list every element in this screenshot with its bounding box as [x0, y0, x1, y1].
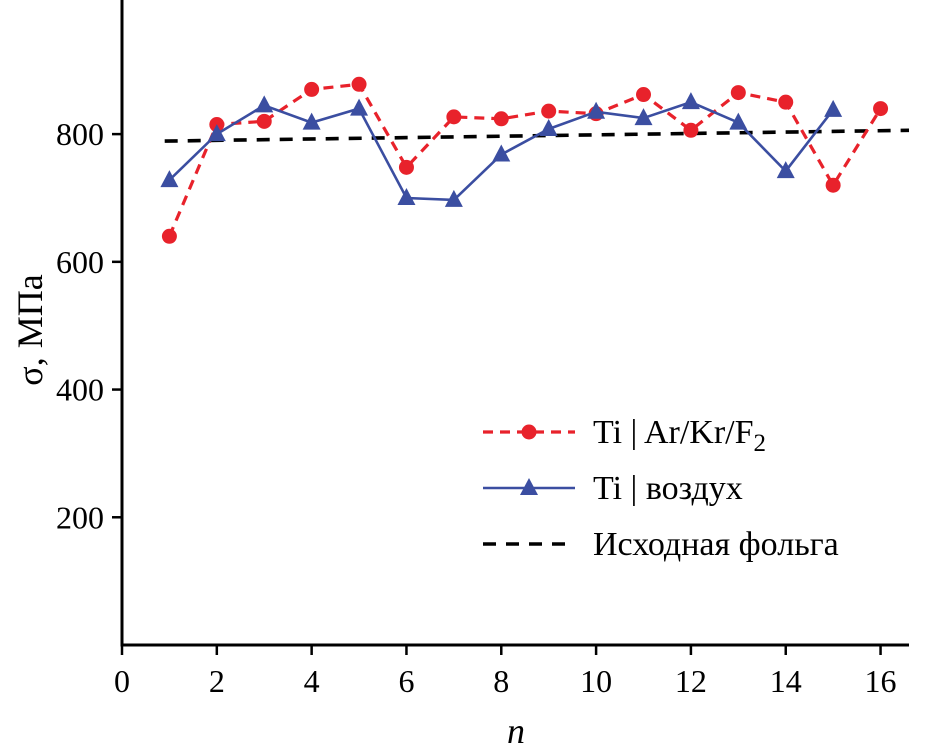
data-point-circle	[493, 111, 509, 127]
x-tick-label: 8	[493, 663, 509, 699]
data-point-circle	[873, 101, 889, 117]
series-line-0	[167, 82, 882, 237]
legend-label: Ti | воздух	[593, 470, 743, 507]
data-point-circle	[778, 94, 794, 110]
data-point-triangle	[824, 99, 843, 117]
x-tick-label: 12	[675, 663, 707, 699]
data-point-triangle	[587, 101, 606, 119]
data-point-triangle	[207, 124, 226, 142]
data-point-triangle	[350, 98, 369, 116]
data-point-triangle	[492, 144, 511, 162]
data-point-circle	[256, 113, 272, 129]
data-point-triangle	[160, 170, 179, 188]
data-point-circle	[683, 122, 699, 138]
data-point-circle	[304, 81, 320, 97]
data-point-circle	[446, 109, 462, 125]
data-point-circle	[398, 159, 414, 175]
y-tick-label: 200	[56, 499, 104, 535]
legend: Ti | Ar/Kr/F2 Ti | воздух Исходная фольга	[483, 414, 839, 563]
x-axis-label: n	[507, 711, 525, 751]
data-point-triangle	[681, 92, 700, 110]
legend-label: Ti | Ar/Kr/F2	[593, 414, 766, 457]
data-point-triangle	[634, 108, 653, 126]
data-point-circle	[730, 85, 746, 101]
y-axis-label: σ, МПа	[10, 274, 50, 386]
y-tick-label: 600	[56, 244, 104, 280]
data-point-triangle	[444, 189, 463, 207]
data-point-circle	[825, 177, 841, 193]
x-tick-label: 16	[865, 663, 897, 699]
x-tick-label: 14	[770, 663, 802, 699]
legend-marker-triangle	[520, 478, 538, 495]
data-point-triangle	[539, 119, 558, 136]
x-tick-label: 2	[209, 663, 225, 699]
data-point-triangle	[397, 187, 416, 205]
legend-marker-circle	[521, 424, 537, 440]
x-tick-label: 4	[304, 663, 320, 699]
data-point-triangle	[255, 95, 274, 113]
data-point-triangle	[776, 161, 795, 179]
data-point-circle	[161, 228, 177, 244]
axes: 200 400 600 800 0 2 4 6 8 10 12 14 16	[56, 0, 909, 699]
data-point-circle	[351, 76, 367, 92]
x-tick-label: 6	[398, 663, 414, 699]
y-tick-label: 400	[56, 372, 104, 408]
data-point-triangle	[302, 112, 321, 130]
x-tick-label: 0	[114, 663, 130, 699]
x-tick-label: 10	[580, 663, 612, 699]
data-point-circle	[636, 87, 652, 103]
data-point-circle	[541, 103, 557, 119]
y-tick-label: 800	[56, 116, 104, 152]
series-group	[160, 76, 910, 244]
data-point-triangle	[729, 112, 748, 130]
legend-label: Исходная фольга	[593, 526, 839, 563]
